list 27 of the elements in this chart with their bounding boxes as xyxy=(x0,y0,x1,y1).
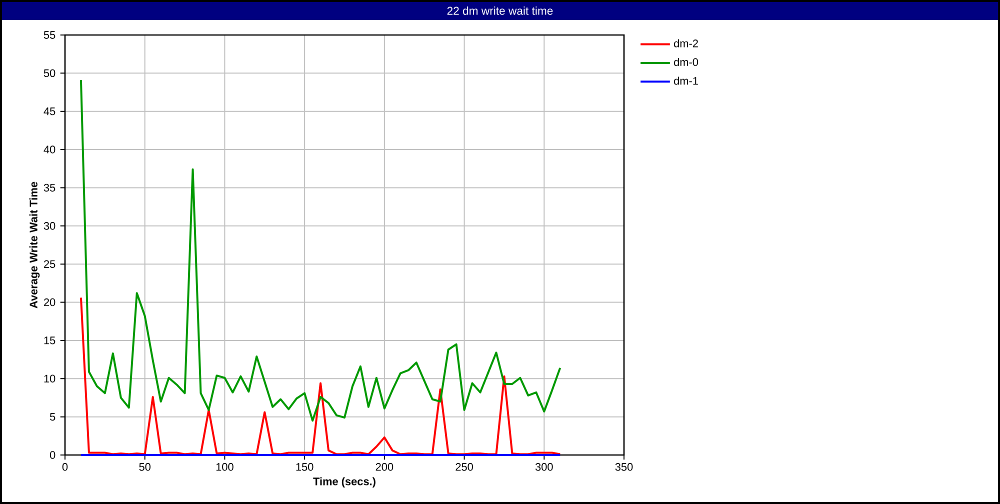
y-tick-label: 20 xyxy=(44,298,56,306)
y-tick-label: 35 xyxy=(44,184,56,192)
legend-label: dm-1 xyxy=(674,76,698,85)
y-tick-label: 10 xyxy=(44,374,56,383)
legend-label: dm-2 xyxy=(674,39,698,48)
x-tick-label: 200 xyxy=(376,463,394,471)
x-tick-label: 250 xyxy=(456,463,473,471)
y-tick-label: 55 xyxy=(44,31,56,39)
y-axis-title: Average Write Wait Time xyxy=(29,182,40,308)
x-tick-label: 150 xyxy=(296,463,314,471)
x-axis-title: Time (secs.) xyxy=(313,477,376,488)
legend-label: dm-0 xyxy=(674,58,698,66)
y-tick-label: 45 xyxy=(44,108,56,116)
x-tick-label: 100 xyxy=(216,463,234,471)
x-tick-label: 300 xyxy=(535,463,553,471)
x-tick-label: 350 xyxy=(615,463,633,471)
x-tick-label: 0 xyxy=(62,463,68,471)
y-tick-label: 5 xyxy=(50,413,56,421)
y-tick-label: 0 xyxy=(50,451,56,459)
y-tick-label: 15 xyxy=(44,336,56,344)
y-tick-label: 50 xyxy=(44,69,56,78)
line-series xyxy=(80,79,562,422)
x-tick-label: 50 xyxy=(139,463,151,471)
y-tick-label: 40 xyxy=(44,146,56,154)
y-tick-label: 25 xyxy=(44,260,56,268)
y-tick-label: 30 xyxy=(44,222,56,230)
chart-title: 22 dm write wait time xyxy=(447,6,553,15)
